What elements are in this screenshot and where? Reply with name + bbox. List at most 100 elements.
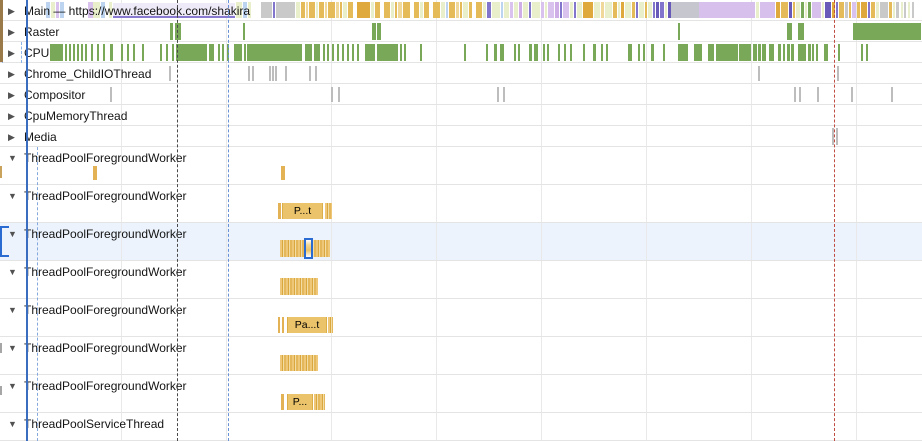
- triangle-collapsed-icon[interactable]: ▶: [8, 132, 15, 142]
- activity-segment[interactable]: [793, 2, 795, 18]
- activity-segment[interactable]: [832, 2, 835, 18]
- chrome-child-io-thread-activity-bar[interactable]: [248, 66, 250, 81]
- cpu-activity-bar[interactable]: [753, 44, 757, 61]
- activity-segment[interactable]: [808, 2, 811, 18]
- compositor-activity-bar[interactable]: [497, 87, 499, 102]
- compositor-activity-bar[interactable]: [338, 87, 340, 102]
- media-activity-bar[interactable]: [836, 128, 838, 145]
- activity-segment[interactable]: [343, 2, 347, 18]
- cpu-activity-bar[interactable]: [812, 44, 814, 61]
- raster-activity-bar[interactable]: [678, 23, 680, 40]
- activity-segment[interactable]: [645, 2, 647, 18]
- cpu-activity-bar[interactable]: [601, 44, 603, 61]
- cpu-activity-bar[interactable]: [500, 44, 504, 61]
- activity-segment[interactable]: [101, 2, 105, 18]
- cpu-activity-bar[interactable]: [593, 44, 596, 61]
- cpu-activity-bar[interactable]: [628, 44, 632, 61]
- cpu-activity-bar[interactable]: [327, 44, 329, 61]
- cpu-activity-bar[interactable]: [133, 44, 135, 61]
- activity-segment[interactable]: [375, 2, 380, 18]
- cpu-activity-bar[interactable]: [77, 44, 79, 61]
- activity-segment[interactable]: [381, 2, 383, 18]
- activity-segment[interactable]: [514, 2, 518, 18]
- activity-segment[interactable]: [805, 2, 807, 18]
- cpu-activity-bar[interactable]: [176, 44, 207, 61]
- cpu-activity-bar[interactable]: [142, 44, 144, 61]
- activity-segment[interactable]: [822, 2, 824, 18]
- activity-segment[interactable]: [501, 2, 503, 18]
- compositor-activity-bar[interactable]: [110, 87, 112, 102]
- selected-event-outline[interactable]: [304, 238, 313, 259]
- activity-segment[interactable]: [563, 2, 569, 18]
- activity-segment[interactable]: [258, 2, 261, 18]
- activity-segment[interactable]: [583, 2, 593, 18]
- chrome-child-io-thread-activity-bar[interactable]: [169, 66, 171, 81]
- cpu-activity-bar[interactable]: [166, 44, 168, 61]
- activity-segment[interactable]: [908, 2, 910, 18]
- activity-segment[interactable]: [871, 2, 875, 18]
- activity-segment[interactable]: [354, 2, 356, 18]
- triangle-expanded-icon[interactable]: ▼: [8, 191, 17, 201]
- activity-segment[interactable]: [656, 2, 659, 18]
- cpu-activity-bar[interactable]: [866, 44, 868, 61]
- activity-segment[interactable]: [849, 2, 851, 18]
- raster-activity-bar[interactable]: [170, 23, 173, 40]
- activity-segment[interactable]: [411, 2, 413, 18]
- compositor-activity-bar[interactable]: [851, 87, 853, 102]
- triangle-collapsed-icon[interactable]: ▶: [8, 69, 15, 79]
- cpu-activity-bar[interactable]: [85, 44, 87, 61]
- track-thread-pool-foreground-worker-3[interactable]: ▼ ThreadPoolForegroundWorker: [0, 223, 922, 261]
- activity-segment[interactable]: [243, 2, 247, 18]
- activity-segment[interactable]: [319, 2, 324, 18]
- chrome-child-io-thread-activity-bar[interactable]: [275, 66, 277, 81]
- cpu-activity-bar[interactable]: [244, 44, 246, 61]
- flame-event-labeled[interactable]: P...t: [282, 203, 323, 219]
- cpu-activity-bar[interactable]: [638, 44, 640, 61]
- cpu-activity-bar[interactable]: [798, 44, 806, 61]
- cpu-activity-bar[interactable]: [314, 44, 320, 61]
- media-activity-bar[interactable]: [832, 128, 834, 145]
- cpu-activity-bar[interactable]: [651, 44, 654, 61]
- activity-segment[interactable]: [248, 2, 251, 18]
- activity-segment[interactable]: [836, 2, 838, 18]
- activity-segment[interactable]: [398, 2, 402, 18]
- cpu-activity-bar[interactable]: [758, 44, 761, 61]
- activity-segment[interactable]: [574, 2, 576, 18]
- track-thread-pool-foreground-worker-2[interactable]: ▼ ThreadPoolForegroundWorker P...t: [0, 185, 922, 223]
- compositor-activity-bar[interactable]: [331, 87, 333, 102]
- activity-segment[interactable]: [901, 2, 903, 18]
- flame-event[interactable]: [278, 317, 280, 333]
- triangle-expanded-icon[interactable]: ▼: [8, 305, 17, 315]
- activity-segment[interactable]: [504, 2, 509, 18]
- activity-segment[interactable]: [621, 2, 624, 18]
- triangle-expanded-icon[interactable]: ▼: [8, 419, 17, 429]
- cpu-activity-bar[interactable]: [861, 44, 863, 61]
- cpu-activity-bar[interactable]: [534, 44, 538, 61]
- activity-segment[interactable]: [276, 2, 295, 18]
- cpu-activity-bar[interactable]: [347, 44, 349, 61]
- cpu-activity-bar[interactable]: [643, 44, 645, 61]
- cpu-activity-bar[interactable]: [816, 44, 818, 61]
- cpu-activity-bar[interactable]: [91, 44, 93, 61]
- compositor-activity-bar[interactable]: [891, 87, 893, 102]
- activity-segment[interactable]: [460, 2, 462, 18]
- activity-segment[interactable]: [519, 2, 522, 18]
- activity-segment[interactable]: [523, 2, 528, 18]
- chrome-child-io-thread-activity-bar[interactable]: [252, 66, 254, 81]
- flame-event[interactable]: [278, 203, 281, 219]
- cpu-activity-bar[interactable]: [694, 44, 702, 61]
- flame-event[interactable]: [93, 166, 97, 180]
- activity-segment[interactable]: [384, 2, 390, 18]
- activity-segment[interactable]: [60, 2, 64, 18]
- activity-segment[interactable]: [845, 2, 848, 18]
- cpu-activity-bar[interactable]: [218, 44, 220, 61]
- cpu-activity-bar[interactable]: [769, 44, 774, 61]
- triangle-collapsed-icon[interactable]: ▶: [8, 48, 15, 58]
- cpu-activity-bar[interactable]: [121, 44, 123, 61]
- track-main-thread[interactable]: ▶ Main — https://www.facebook.com/shakira: [0, 0, 922, 21]
- cpu-activity-bar[interactable]: [716, 44, 738, 61]
- cpu-activity-bar[interactable]: [222, 44, 224, 61]
- activity-segment[interactable]: [430, 2, 432, 18]
- activity-segment[interactable]: [796, 2, 800, 18]
- activity-segment[interactable]: [469, 2, 472, 18]
